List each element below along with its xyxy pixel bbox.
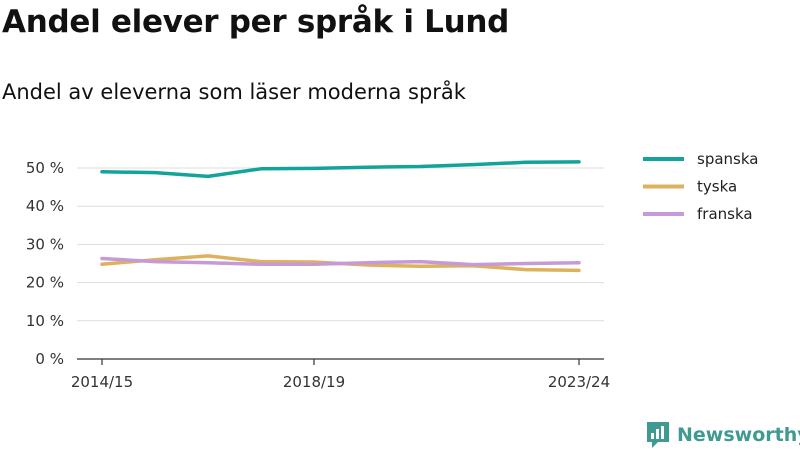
y-tick-label: 40 % <box>26 197 64 215</box>
legend-label-tyska: tyska <box>697 178 737 196</box>
y-tick-label: 0 % <box>35 350 64 368</box>
brand-name: Newsworthy <box>677 424 800 446</box>
brand-logo: Newsworthy <box>645 420 800 450</box>
newsworthy-logo-icon <box>647 422 669 448</box>
chart-subtitle: Andel av eleverna som läser moderna språ… <box>2 80 466 104</box>
y-tick-label: 20 % <box>26 274 64 292</box>
line-chart: 0 % 10 % 20 % 30 % 40 % 50 % 2014/15 2018/19 202… <box>26 150 759 391</box>
y-tick-label: 30 % <box>26 235 64 253</box>
series-line-spanska <box>100 160 581 179</box>
legend-label-franska: franska <box>697 205 753 223</box>
series-line-franska <box>100 256 581 267</box>
legend-label-spanska: spanska <box>697 150 758 168</box>
x-tick-label: 2018/19 <box>283 373 345 391</box>
y-tick-label: 10 % <box>26 312 64 330</box>
x-tick-label: 2023/24 <box>548 373 610 391</box>
y-tick-label: 50 % <box>26 159 64 177</box>
chart-title: Andel elever per språk i Lund <box>2 4 510 40</box>
x-tick-label: 2014/15 <box>71 373 133 391</box>
